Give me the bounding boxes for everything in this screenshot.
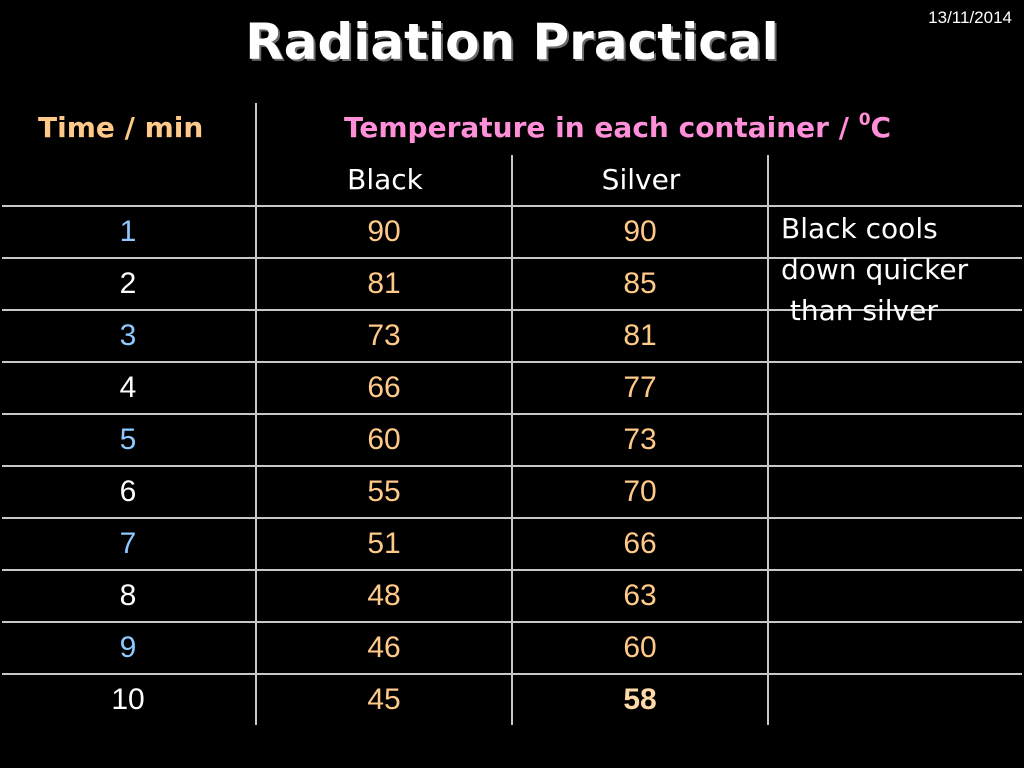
- silver-cell: 58: [623, 683, 657, 716]
- black-cell: 46: [367, 631, 401, 664]
- silver-cell: 85: [623, 267, 657, 300]
- silver-cell: 60: [623, 631, 657, 664]
- time-header: Time / min: [38, 111, 204, 144]
- column-header-black: Black: [347, 163, 423, 196]
- black-cell: 73: [367, 319, 401, 352]
- black-cell: 51: [367, 527, 401, 560]
- time-cell: 10: [111, 683, 145, 716]
- black-cell: 66: [367, 371, 401, 404]
- time-cell: 1: [119, 215, 137, 248]
- grid-line-horizontal: [2, 361, 1022, 363]
- grid-line-horizontal: [2, 569, 1022, 571]
- column-header-silver: Silver: [601, 163, 681, 196]
- time-cell: 4: [119, 371, 137, 404]
- conclusion-note: Black cools down quicker than silver: [781, 212, 969, 327]
- grid-line-horizontal: [2, 621, 1022, 623]
- black-cell: 60: [367, 423, 401, 456]
- grid-line-vertical-2: [511, 155, 513, 725]
- black-cell: 55: [367, 475, 401, 508]
- silver-cell: 81: [623, 319, 657, 352]
- black-cell: 45: [367, 683, 401, 716]
- silver-cell: 90: [623, 215, 657, 248]
- black-cell: 90: [367, 215, 401, 248]
- time-cell: 7: [119, 527, 137, 560]
- temperature-header: Temperature in each container / 0C: [344, 108, 891, 148]
- grid-line-horizontal: [2, 257, 1022, 259]
- silver-cell: 70: [623, 475, 657, 508]
- time-cell: 2: [119, 267, 137, 300]
- grid-line-horizontal: [2, 205, 1022, 207]
- slide-title: Radiation Practical: [245, 13, 779, 71]
- black-cell: 48: [367, 579, 401, 612]
- grid-line-horizontal: [2, 309, 1022, 311]
- silver-cell: 77: [623, 371, 657, 404]
- time-cell: 8: [119, 579, 137, 612]
- temperature-header-unit: C: [870, 111, 892, 144]
- grid-line-horizontal: [2, 465, 1022, 467]
- time-cell: 9: [119, 631, 137, 664]
- temperature-header-text: Temperature in each container /: [344, 111, 859, 144]
- black-cell: 81: [367, 267, 401, 300]
- silver-cell: 66: [623, 527, 657, 560]
- grid-line-vertical-3: [767, 155, 769, 725]
- grid-line-horizontal: [2, 517, 1022, 519]
- silver-cell: 63: [623, 579, 657, 612]
- grid-line-horizontal: [2, 413, 1022, 415]
- time-cell: 6: [119, 475, 137, 508]
- silver-cell: 73: [623, 423, 657, 456]
- slide-date: 13/11/2014: [928, 8, 1012, 27]
- time-cell: 5: [119, 423, 137, 456]
- grid-line-horizontal: [2, 673, 1022, 675]
- time-cell: 3: [119, 319, 137, 352]
- temperature-header-degree: 0: [858, 110, 871, 130]
